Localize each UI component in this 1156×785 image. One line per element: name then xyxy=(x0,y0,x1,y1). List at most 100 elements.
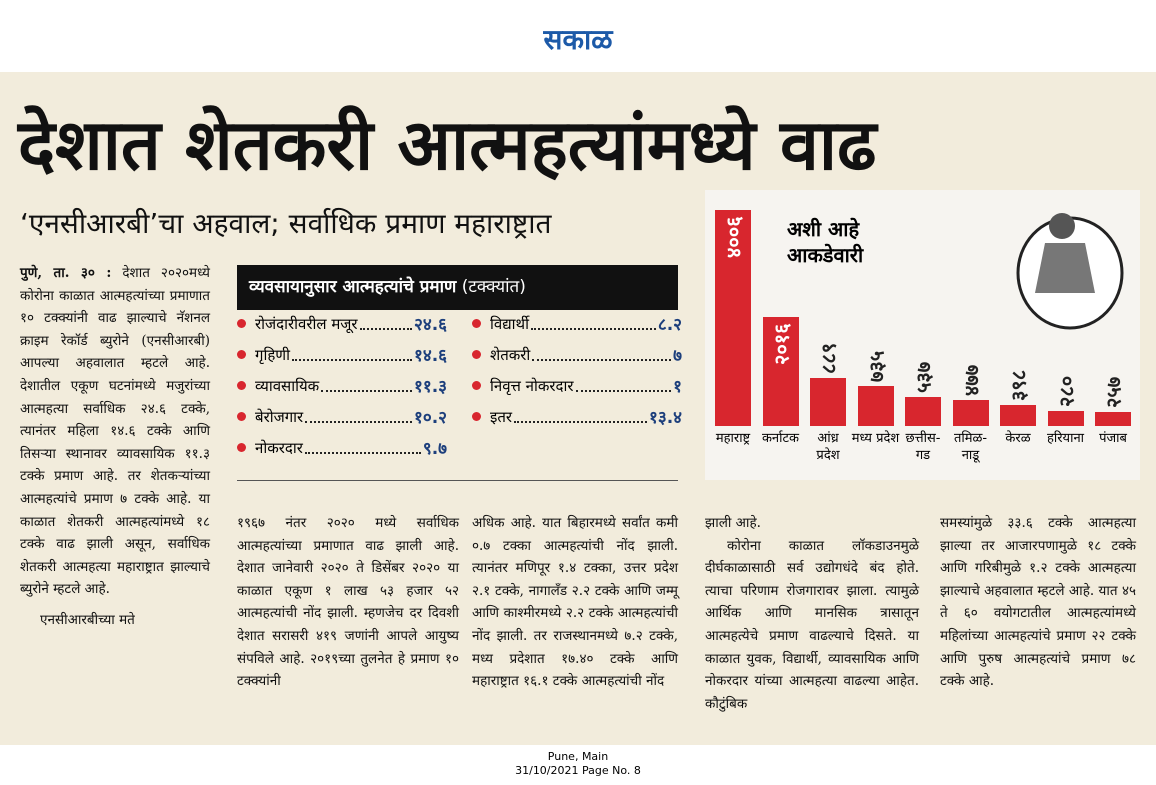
leader xyxy=(305,411,413,423)
list-row: विद्यार्थी ८.२ xyxy=(472,312,682,335)
chart: अशी आहे आकडेवारी ४००६ महाराष्ट्र २०१६ कर्ना… xyxy=(705,190,1140,480)
footer-date: 31/10/2021 Page No. 8 xyxy=(515,764,641,777)
row-label: नोकरदार xyxy=(255,438,303,457)
leader xyxy=(321,380,413,392)
row-value: १४.६ xyxy=(414,346,447,366)
list-row: रोजंदारीवरील मजूर २४.६ xyxy=(237,312,447,335)
leader xyxy=(531,318,656,330)
value-label: ७३५ xyxy=(864,351,888,383)
bar xyxy=(857,386,894,426)
bar xyxy=(762,317,799,426)
value-label: ३९८ xyxy=(1006,369,1031,401)
row-value: ९.७ xyxy=(422,439,447,459)
row-label: निवृत्त नोकरदार xyxy=(490,376,574,395)
leader xyxy=(575,380,672,392)
bullet xyxy=(472,381,481,390)
value-label: ४००६ xyxy=(721,216,746,258)
list-row: बेरोजगार १०.२ xyxy=(237,405,447,428)
row-label: रोजंदारीवरील मजूर xyxy=(255,314,358,333)
leader xyxy=(304,442,421,454)
footer: Pune, Main 31/10/2021 Page No. 8 xyxy=(0,750,1156,778)
bullet xyxy=(472,350,481,359)
lead-column: पुणे, ता. ३० : देशात २०२०मध्ये कोरोना का… xyxy=(20,262,210,632)
row-value: १ xyxy=(673,377,682,397)
column-text: झाली आहे. xyxy=(705,515,761,531)
illustration-body xyxy=(1035,243,1095,293)
box-unit: (टक्क्यांत) xyxy=(461,277,526,297)
category-label: तमिळ-नाडू xyxy=(953,431,988,463)
footer-edition: Pune, Main xyxy=(547,750,609,763)
bar xyxy=(905,397,941,426)
row-label: विद्यार्थी xyxy=(490,314,530,333)
column: १९६७ नंतर २०२० मध्ये सर्वाधिक आत्महत्यां… xyxy=(237,515,459,690)
row-label: व्यावसायिक xyxy=(255,376,320,395)
value-label: २८० xyxy=(1054,375,1078,407)
bar xyxy=(1095,412,1131,426)
list-row: शेतकरी ७ xyxy=(472,343,682,366)
leader xyxy=(514,411,648,423)
bullet xyxy=(237,319,246,328)
bullet xyxy=(237,381,246,390)
category-label: हरियाना xyxy=(1046,431,1085,446)
bullet xyxy=(237,412,246,421)
leader xyxy=(292,349,413,361)
clipping: देशात शेतकरी आत्महत्यांमध्ये वाढ ‘एनसीआर… xyxy=(0,72,1156,745)
category-label: कर्नाटक xyxy=(761,431,800,446)
row-value: १३.४ xyxy=(649,408,682,428)
list-row: नोकरदार ९.७ xyxy=(237,436,447,459)
bar xyxy=(952,400,989,426)
subheadline: ‘एनसीआरबी’चा अहवाल; सर्वाधिक प्रमाण महार… xyxy=(20,207,552,240)
category-label: पंजाब xyxy=(1099,431,1127,446)
row-value: ११.३ xyxy=(414,377,447,397)
category-label: महाराष्ट्र xyxy=(715,431,751,446)
box-title-text: व्यवसायानुसार आत्महत्यांचे प्रमाण xyxy=(249,277,457,297)
bar xyxy=(715,210,751,426)
headline: देशात शेतकरी आत्महत्यांमध्ये वाढ xyxy=(18,104,877,186)
row-value: १०.२ xyxy=(414,408,447,428)
list-row: व्यावसायिक ११.३ xyxy=(237,374,447,397)
category-label: मध्य प्रदेश xyxy=(851,431,900,446)
bullet xyxy=(472,412,481,421)
rule xyxy=(237,480,678,481)
row-label: इतर xyxy=(490,407,513,426)
lead-text: देशात २०२०मध्ये कोरोना काळात आत्महत्यांच… xyxy=(20,265,210,598)
row-value: २४.६ xyxy=(414,315,447,335)
list-row: गृहिणी १४.६ xyxy=(237,343,447,366)
category-label: आंध्र प्रदेश xyxy=(816,431,840,463)
bullet xyxy=(237,350,246,359)
bullet xyxy=(237,443,246,452)
row-value: ७ xyxy=(673,346,682,366)
value-label: २५७ xyxy=(1101,376,1126,409)
masthead: सकाळ xyxy=(543,23,613,56)
list-row: इतर १३.४ xyxy=(472,405,682,428)
value-label: ५३७ xyxy=(911,361,936,394)
row-label: शेतकरी xyxy=(490,345,531,364)
category-label: छत्तीस-गड xyxy=(905,431,941,463)
column: झाली आहे. कोरोना काळात लॉकडाउनमुळे दीर्घक… xyxy=(705,512,919,715)
bar xyxy=(810,378,846,426)
bullet xyxy=(472,319,481,328)
column: अधिक आहे. यात बिहारमध्ये सर्वांत कमी ०.७… xyxy=(472,515,678,690)
column: समस्यांमुळे ३३.६ टक्के आत्महत्या झाल्या … xyxy=(940,515,1136,690)
value-label: २०१६ xyxy=(769,323,793,365)
category-label: केरळ xyxy=(1005,431,1031,446)
dateline: पुणे, ता. ३० : xyxy=(20,265,112,281)
row-label: बेरोजगार xyxy=(255,407,304,426)
box-list: रोजंदारीवरील मजूर २४.६ गृहिणी १४.६ व्यावसायि… xyxy=(237,312,682,472)
leader xyxy=(359,318,413,330)
illustration xyxy=(1016,213,1124,330)
value-label: ४७७ xyxy=(959,365,983,397)
column-text: कोरोना काळात लॉकडाउनमुळे दीर्घकाळासाठी स… xyxy=(705,537,919,712)
lead-text: एनसीआरबीच्या मते xyxy=(40,611,135,628)
row-value: ८.२ xyxy=(657,315,682,335)
list-row: निवृत्त नोकरदार १ xyxy=(472,374,682,397)
chart-title: अशी आहे आकडेवारी xyxy=(787,217,864,267)
illustration-head xyxy=(1049,213,1075,239)
leader xyxy=(532,349,672,361)
box-title: व्यवसायानुसार आत्महत्यांचे प्रमाण (टक्क्… xyxy=(237,265,678,310)
value-label: ८८९ xyxy=(816,342,841,375)
row-label: गृहिणी xyxy=(255,345,291,364)
bar xyxy=(1047,410,1084,426)
bar xyxy=(1000,404,1036,426)
